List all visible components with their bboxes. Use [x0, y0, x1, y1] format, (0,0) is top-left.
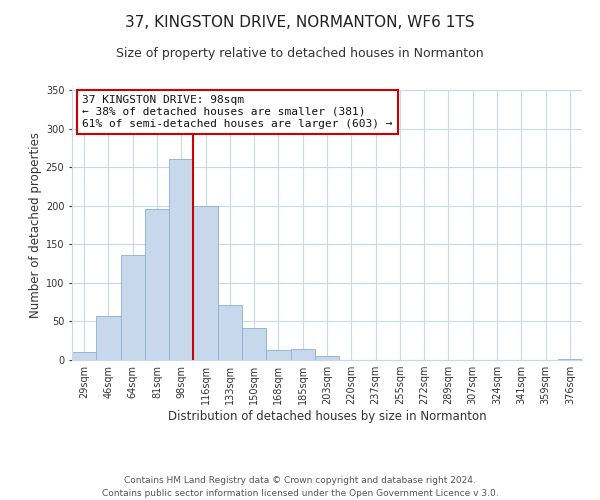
Bar	[145, 209, 169, 360]
Bar	[242, 328, 266, 360]
Bar	[558, 359, 582, 360]
Bar	[72, 352, 96, 360]
Bar	[193, 206, 218, 360]
Bar	[121, 255, 145, 360]
Y-axis label: Number of detached properties: Number of detached properties	[29, 132, 41, 318]
X-axis label: Distribution of detached houses by size in Normanton: Distribution of detached houses by size …	[167, 410, 487, 423]
Bar	[266, 350, 290, 360]
Text: 37 KINGSTON DRIVE: 98sqm
← 38% of detached houses are smaller (381)
61% of semi-: 37 KINGSTON DRIVE: 98sqm ← 38% of detach…	[82, 96, 392, 128]
Text: Size of property relative to detached houses in Normanton: Size of property relative to detached ho…	[116, 48, 484, 60]
Bar	[290, 349, 315, 360]
Bar	[96, 316, 121, 360]
Bar	[315, 356, 339, 360]
Bar	[218, 305, 242, 360]
Text: 37, KINGSTON DRIVE, NORMANTON, WF6 1TS: 37, KINGSTON DRIVE, NORMANTON, WF6 1TS	[125, 15, 475, 30]
Text: Contains HM Land Registry data © Crown copyright and database right 2024.
Contai: Contains HM Land Registry data © Crown c…	[101, 476, 499, 498]
Bar	[169, 160, 193, 360]
